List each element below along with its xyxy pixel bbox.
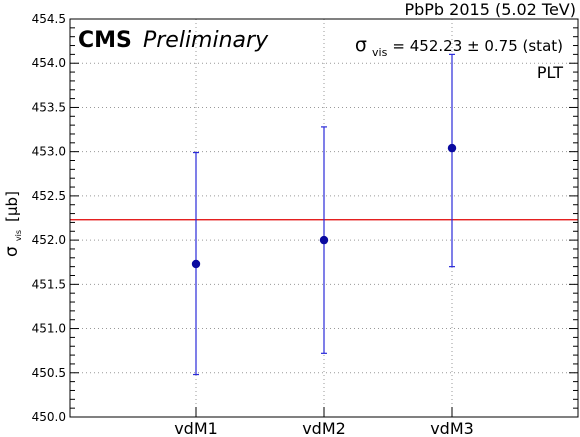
y-axis-label: σ vis [μb] <box>2 191 25 257</box>
y-tick-label: 453.5 <box>32 100 66 114</box>
y-tick-label: 454.0 <box>32 56 66 70</box>
data-point <box>447 143 457 153</box>
detector-label: PLT <box>537 63 563 82</box>
y-tick-label: 454.5 <box>32 12 66 26</box>
ylabel-subscript: vis <box>14 230 23 241</box>
y-tick-label: 451.0 <box>32 322 66 336</box>
y-tick-label: 453.0 <box>32 145 66 159</box>
header-label: PbPb 2015 (5.02 TeV) <box>404 0 576 19</box>
cms-status-label: Preliminary <box>143 28 269 53</box>
x-axis-ticks: vdM1 vdM2 vdM3 <box>174 407 474 437</box>
result-subscript: vis <box>372 46 388 59</box>
ylabel-unit: [μb] <box>3 191 21 222</box>
y-tick-label: 450.0 <box>32 410 66 424</box>
x-tick-label: vdM3 <box>430 419 474 437</box>
data-points <box>191 143 457 269</box>
x-tick-label: vdM2 <box>302 419 346 437</box>
y-tick-label: 451.5 <box>32 277 66 291</box>
y-tick-label: 450.5 <box>32 366 66 380</box>
data-point <box>319 235 329 245</box>
cms-label: CMS Preliminary <box>78 28 269 53</box>
y-tick-label: 452.0 <box>32 233 66 247</box>
y-axis-ticks: 450.0 450.5 451.0 451.5 452.0 452.5 453.0 453.5… <box>32 12 578 424</box>
result-value: = 452.23 ± 0.75 (stat) <box>392 37 563 55</box>
data-point <box>191 259 201 269</box>
result-symbol: σ <box>355 34 367 56</box>
result-annotation: σ vis = 452.23 ± 0.75 (stat) <box>355 34 563 60</box>
grid-lines <box>70 19 578 417</box>
y-tick-label: 452.5 <box>32 189 66 203</box>
x-tick-label: vdM1 <box>174 419 218 437</box>
cms-experiment-label: CMS <box>78 28 132 53</box>
ylabel-symbol: σ <box>2 246 22 257</box>
